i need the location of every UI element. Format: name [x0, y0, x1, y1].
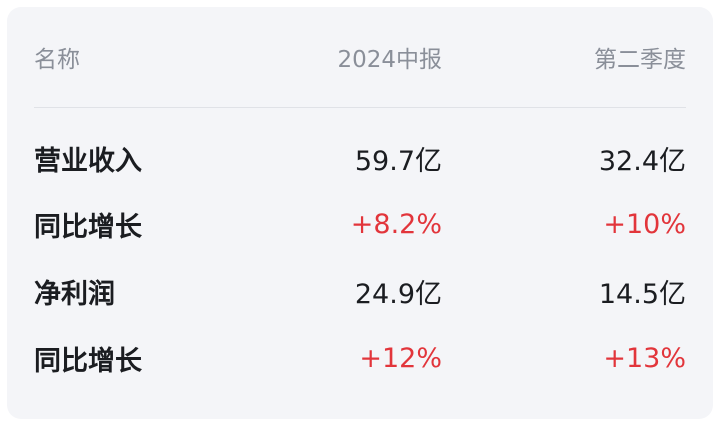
- header-second-quarter: 第二季度: [594, 47, 686, 73]
- header-2024-half-year: 2024中报: [337, 47, 442, 73]
- table-row-net-profit: 净利润 24.9亿 14.5亿: [34, 258, 686, 324]
- row-value-second-quarter: 32.4亿: [598, 145, 686, 177]
- row-label: 净利润: [34, 278, 115, 310]
- row-value-2024-half-year: +8.2%: [350, 208, 442, 240]
- row-value-second-quarter: +10%: [603, 208, 686, 240]
- row-value-second-quarter: 14.5亿: [598, 278, 686, 310]
- header-name: 名称: [34, 47, 80, 73]
- row-value-second-quarter: +13%: [603, 342, 686, 374]
- table-row-revenue: 营业收入 59.7亿 32.4亿: [34, 125, 686, 191]
- table-row-revenue-yoy: 同比增长 +8.2% +10%: [34, 191, 686, 257]
- financial-summary-card: 名称 2024中报 第二季度 营业收入 59.7亿 32.4亿 同比增长 +8.…: [7, 7, 713, 419]
- row-label: 同比增长: [34, 345, 142, 377]
- table-row-net-profit-yoy: 同比增长 +12% +13%: [34, 325, 686, 391]
- table-header: 名称 2024中报 第二季度: [34, 7, 686, 108]
- row-value-2024-half-year: +12%: [359, 342, 442, 374]
- row-value-2024-half-year: 59.7亿: [354, 145, 442, 177]
- row-label: 营业收入: [34, 145, 142, 177]
- row-label: 同比增长: [34, 211, 142, 243]
- row-value-2024-half-year: 24.9亿: [354, 278, 442, 310]
